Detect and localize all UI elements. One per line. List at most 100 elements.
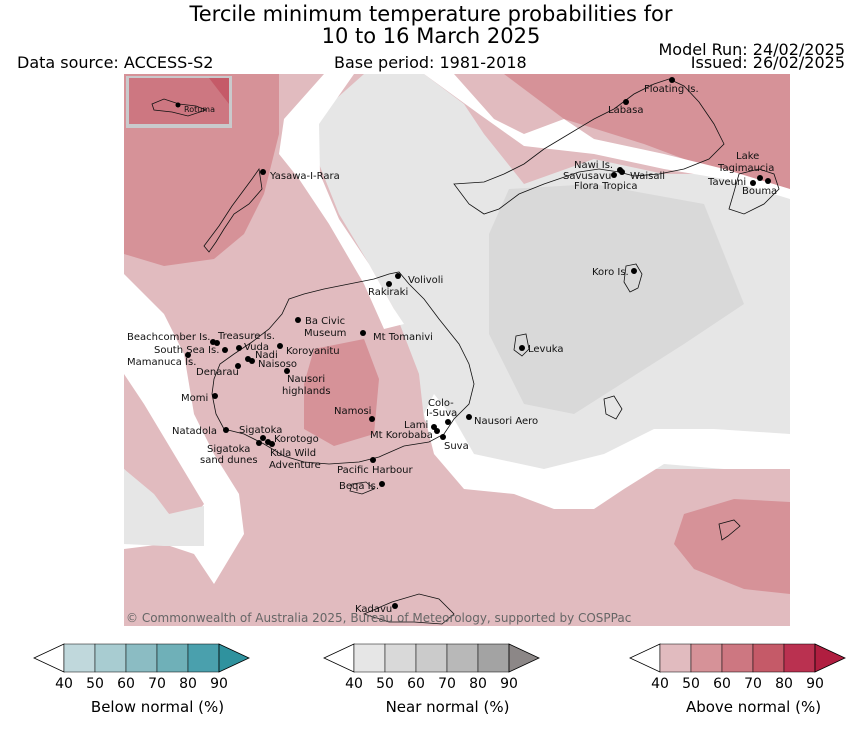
label-beachcomber-is: Beachcomber Is. — [127, 332, 210, 343]
dot-mamanuca-is — [185, 352, 191, 358]
rotuma-coastline — [151, 98, 208, 117]
colorbar-2: 40 50 60 70 80 90 Above normal (%) — [629, 643, 846, 716]
white-band-south — [424, 394, 790, 509]
colorbar-high-arrow — [218, 643, 250, 673]
colorbar-tick-label: 80 — [469, 676, 487, 692]
label-sand-dunes: sand dunes — [200, 455, 258, 466]
rotuma-dot — [175, 102, 181, 108]
dot-koro-is — [631, 268, 637, 274]
colorbar-1: 40 50 60 70 80 90 Near normal (%) — [323, 643, 540, 716]
dot-natadola — [223, 427, 229, 433]
colorbar-tick-label: 90 — [210, 676, 228, 692]
copyright-notice: © Commonwealth of Australia 2025, Bureau… — [126, 611, 631, 625]
colorbar-segment — [125, 643, 158, 673]
legend-area: 40 50 60 70 80 90 Below normal (%) 40 50 60 70 80 90… — [33, 643, 846, 716]
colorbar-high-arrow — [508, 643, 540, 673]
colorbar-low-arrow — [629, 643, 661, 673]
dot-beqa-is — [379, 481, 385, 487]
place-labels: Floating Is. Labasa Yasawa-I-Rara Nawi I… — [127, 84, 777, 615]
label-labasa: Labasa — [608, 105, 644, 116]
colorbar-tick-label: 60 — [407, 676, 425, 692]
dot-treasure-is — [214, 340, 220, 346]
dot-rakiraki — [386, 281, 392, 287]
dot-nausori-highlands — [284, 368, 290, 374]
colorbar-segment — [384, 643, 417, 673]
colorbar-tick-label: 40 — [55, 676, 73, 692]
issued-date: Issued: 26/02/2025 — [690, 53, 845, 72]
colorbar-segment — [752, 643, 785, 673]
colorbar-segment — [690, 643, 723, 673]
colorbar-tick-label: 90 — [806, 676, 824, 692]
above-normal-zone-ne — [504, 74, 790, 194]
label-highlands: highlands — [282, 386, 331, 397]
southeast-island-coastline — [718, 519, 741, 541]
dot-sigatoka — [260, 435, 266, 441]
base-period: Base period: 1981-2018 — [334, 53, 527, 72]
label-mt-tomanivi: Mt Tomanivi — [373, 332, 433, 343]
label-beqa-is: Beqa Is. — [339, 481, 379, 492]
label-mamanuca-is: Mamanuca Is. — [127, 357, 196, 368]
label-koroyanitu: Koroyanitu — [286, 346, 340, 357]
east-island-coastline — [603, 395, 623, 420]
label-koro-is: Koro Is. — [592, 267, 629, 278]
label-levuka: Levuka — [528, 344, 564, 355]
label-sigatoka-2: Sigatoka — [207, 444, 250, 455]
colorbar-segment — [63, 643, 96, 673]
label-volivoli: Volivoli — [408, 275, 443, 286]
colorbar-tick-label: 60 — [713, 676, 731, 692]
beqa-coastline — [349, 481, 375, 495]
colorbar-segment — [187, 643, 220, 673]
dot-kadavu — [392, 603, 398, 609]
label-museum: Museum — [304, 328, 346, 339]
colorbar-low-arrow — [323, 643, 355, 673]
dot-mt-korobaba — [434, 428, 440, 434]
place-markers — [185, 77, 771, 609]
label-kula-wild: Kula Wild — [270, 448, 316, 459]
map-title-line2: 10 to 16 March 2025 — [321, 24, 541, 48]
dot-floating-is — [669, 77, 675, 83]
colorbar-segment — [659, 643, 692, 673]
dot-bouma — [765, 178, 771, 184]
dot-levuka — [519, 345, 525, 351]
rotuma-inset-corner — [209, 78, 229, 104]
colorbar-segment — [446, 643, 479, 673]
label-nausori-aero: Nausori Aero — [474, 416, 538, 427]
dot-nausori-aero — [466, 414, 472, 420]
dot-volivoli — [395, 273, 401, 279]
colorbar-segment — [477, 643, 510, 673]
label-nawi-is: Nawi Is. — [574, 160, 613, 171]
label-natadola: Natadola — [172, 426, 217, 437]
colorbar-tick-label: 70 — [438, 676, 456, 692]
label-bouma: Bouma — [742, 186, 777, 197]
colorbar-tick-label: 60 — [117, 676, 135, 692]
colorbar-segment — [156, 643, 189, 673]
vanua-levu-coastline — [453, 78, 725, 215]
label-denarau: Denarau — [196, 367, 239, 378]
white-band-east — [424, 74, 790, 199]
label-flora-tropica: Flora Tropica — [574, 181, 637, 192]
rotuma-label: Rotuma — [184, 105, 215, 114]
label-waisali: Waisali — [630, 171, 665, 182]
dot-south-sea-is — [222, 347, 228, 353]
near-normal-zone-sw — [124, 469, 204, 546]
label-sigatoka: Sigatoka — [239, 425, 282, 436]
label-naisoso: Naisoso — [258, 359, 297, 370]
colorbar-tick-label: 50 — [376, 676, 394, 692]
near-normal-zone-inner — [489, 184, 744, 414]
colorbar-title: Above normal (%) — [686, 698, 821, 716]
colorbar-tick-label: 70 — [744, 676, 762, 692]
label-lake: Lake — [736, 151, 759, 162]
colorbar-segment — [415, 643, 448, 673]
dot-sigatoka-sand-dunes — [256, 440, 262, 446]
rotuma-inset-fill — [129, 78, 229, 124]
label-colo: Colo- — [428, 398, 454, 409]
dot-koroyanitu — [277, 343, 283, 349]
dot-yasawa-i-rara — [260, 169, 266, 175]
label-momi: Momi — [181, 393, 208, 404]
dot-labasa — [623, 99, 629, 105]
label-south-sea-is: South Sea Is. — [154, 345, 219, 356]
dot-kula-wild-adventure — [269, 441, 275, 447]
dot-waisali — [619, 169, 625, 175]
dot-vuda — [236, 345, 242, 351]
colorbar-tick-label: 80 — [179, 676, 197, 692]
